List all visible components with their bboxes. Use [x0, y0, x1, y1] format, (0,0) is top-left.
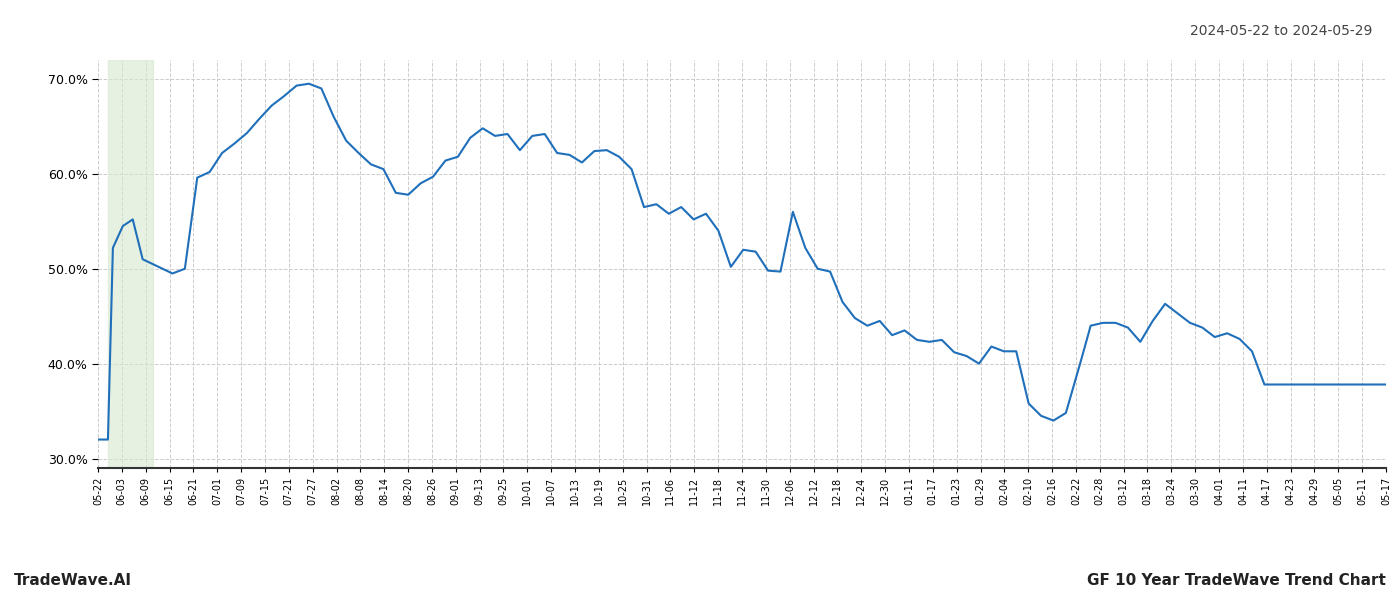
- Text: 2024-05-22 to 2024-05-29: 2024-05-22 to 2024-05-29: [1190, 24, 1372, 38]
- Text: TradeWave.AI: TradeWave.AI: [14, 573, 132, 588]
- Bar: [108, 60, 153, 468]
- Text: GF 10 Year TradeWave Trend Chart: GF 10 Year TradeWave Trend Chart: [1088, 573, 1386, 588]
